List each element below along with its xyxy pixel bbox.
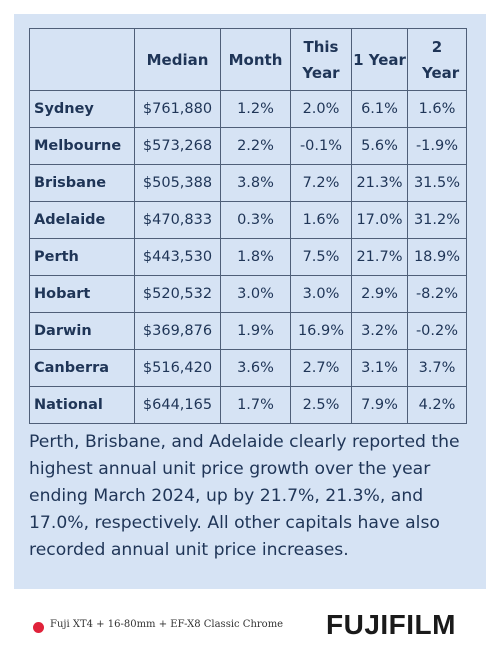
two-year-cell: -0.2% xyxy=(407,312,467,350)
table-row: Brisbane $505,388 3.8% 7.2% 21.3% 31.5% xyxy=(29,164,467,202)
median-cell: $516,420 xyxy=(134,349,221,387)
camera-info: Fuji XT4 + 16-80mm + EF-X8 Classic Chrom… xyxy=(50,619,284,630)
city-cell: National xyxy=(29,386,135,424)
table-row: Hobart $520,532 3.0% 3.0% 2.9% -8.2% xyxy=(29,275,467,313)
city-cell: Perth xyxy=(29,238,135,276)
one-year-cell: 17.0% xyxy=(351,201,408,239)
month-cell: 3.8% xyxy=(220,164,291,202)
one-year-cell: 2.9% xyxy=(351,275,408,313)
one-year-cell: 6.1% xyxy=(351,90,408,128)
header-month: Month xyxy=(220,28,291,91)
two-year-cell: 31.2% xyxy=(407,201,467,239)
month-cell: 0.3% xyxy=(220,201,291,239)
this-year-cell: -0.1% xyxy=(290,127,352,165)
one-year-cell: 21.7% xyxy=(351,238,408,276)
this-year-cell: 3.0% xyxy=(290,275,352,313)
table-row: Canberra $516,420 3.6% 2.7% 3.1% 3.7% xyxy=(29,349,467,387)
header-2-year: 2 Year xyxy=(407,28,467,91)
city-cell: Melbourne xyxy=(29,127,135,165)
header-median: Median xyxy=(134,28,221,91)
one-year-cell: 5.6% xyxy=(351,127,408,165)
two-year-cell: -1.9% xyxy=(407,127,467,165)
month-cell: 3.6% xyxy=(220,349,291,387)
month-cell: 1.9% xyxy=(220,312,291,350)
month-cell: 1.7% xyxy=(220,386,291,424)
table-row: Perth $443,530 1.8% 7.5% 21.7% 18.9% xyxy=(29,238,467,276)
table-row: Sydney $761,880 1.2% 2.0% 6.1% 1.6% xyxy=(29,90,467,128)
two-year-cell: 1.6% xyxy=(407,90,467,128)
table-row: Adelaide $470,833 0.3% 1.6% 17.0% 31.2% xyxy=(29,201,467,239)
table-header-row: Median Month This Year 1 Year 2 Year xyxy=(29,28,467,91)
two-year-cell: -8.2% xyxy=(407,275,467,313)
table-row: Melbourne $573,268 2.2% -0.1% 5.6% -1.9% xyxy=(29,127,467,165)
header-empty xyxy=(29,28,135,91)
this-year-cell: 2.7% xyxy=(290,349,352,387)
content-panel: Median Month This Year 1 Year 2 Year Syd… xyxy=(14,14,486,589)
one-year-cell: 3.1% xyxy=(351,349,408,387)
this-year-cell: 1.6% xyxy=(290,201,352,239)
red-dot-icon xyxy=(33,622,44,633)
table-row: Darwin $369,876 1.9% 16.9% 3.2% -0.2% xyxy=(29,312,467,350)
table-row: National $644,165 1.7% 2.5% 7.9% 4.2% xyxy=(29,386,467,424)
month-cell: 1.2% xyxy=(220,90,291,128)
header-1-year: 1 Year xyxy=(351,28,408,91)
median-cell: $369,876 xyxy=(134,312,221,350)
month-cell: 1.8% xyxy=(220,238,291,276)
brand-logo: FUJIFILM xyxy=(326,609,456,640)
two-year-cell: 4.2% xyxy=(407,386,467,424)
month-cell: 2.2% xyxy=(220,127,291,165)
this-year-cell: 2.0% xyxy=(290,90,352,128)
median-cell: $520,532 xyxy=(134,275,221,313)
price-table: Median Month This Year 1 Year 2 Year Syd… xyxy=(29,28,467,424)
median-cell: $761,880 xyxy=(134,90,221,128)
this-year-cell: 7.2% xyxy=(290,164,352,202)
median-cell: $443,530 xyxy=(134,238,221,276)
header-this-year: This Year xyxy=(290,28,352,91)
two-year-cell: 3.7% xyxy=(407,349,467,387)
one-year-cell: 21.3% xyxy=(351,164,408,202)
photo-footer: Fuji XT4 + 16-80mm + EF-X8 Classic Chrom… xyxy=(0,600,500,653)
city-cell: Darwin xyxy=(29,312,135,350)
month-cell: 3.0% xyxy=(220,275,291,313)
city-cell: Hobart xyxy=(29,275,135,313)
median-cell: $470,833 xyxy=(134,201,221,239)
median-cell: $573,268 xyxy=(134,127,221,165)
median-cell: $644,165 xyxy=(134,386,221,424)
this-year-cell: 2.5% xyxy=(290,386,352,424)
this-year-cell: 7.5% xyxy=(290,238,352,276)
city-cell: Canberra xyxy=(29,349,135,387)
one-year-cell: 3.2% xyxy=(351,312,408,350)
summary-caption: Perth, Brisbane, and Adelaide clearly re… xyxy=(29,432,460,560)
city-cell: Adelaide xyxy=(29,201,135,239)
city-cell: Brisbane xyxy=(29,164,135,202)
two-year-cell: 31.5% xyxy=(407,164,467,202)
this-year-cell: 16.9% xyxy=(290,312,352,350)
one-year-cell: 7.9% xyxy=(351,386,408,424)
two-year-cell: 18.9% xyxy=(407,238,467,276)
city-cell: Sydney xyxy=(29,90,135,128)
median-cell: $505,388 xyxy=(134,164,221,202)
